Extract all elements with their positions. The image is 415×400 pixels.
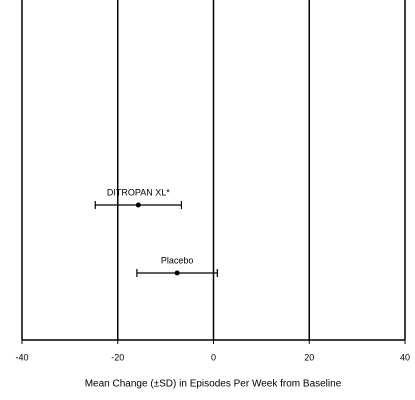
x-tick-label: -20 <box>111 352 124 362</box>
x-axis-title: Mean Change (±SD) in Episodes Per Week f… <box>85 379 342 390</box>
x-tick-label: 40 <box>400 352 410 362</box>
x-tick-label: 0 <box>211 352 216 362</box>
mean-marker <box>174 270 180 276</box>
mean-marker <box>135 202 141 208</box>
category-label: Placebo <box>161 255 194 265</box>
x-tick-label: -40 <box>15 352 28 362</box>
category-label: DITROPAN XL* <box>107 187 170 197</box>
x-tick-label: 20 <box>304 352 314 362</box>
